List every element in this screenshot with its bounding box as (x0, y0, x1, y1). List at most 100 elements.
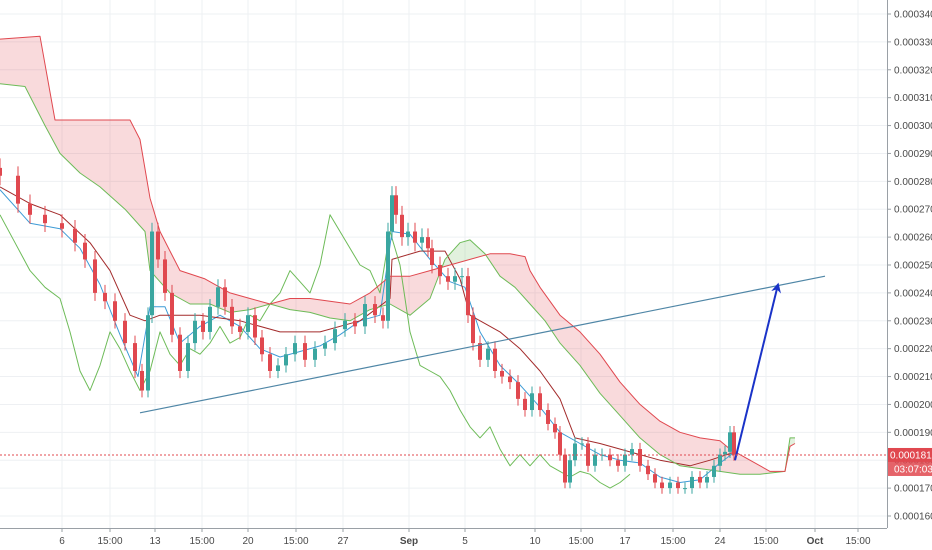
candle-body (698, 476, 702, 483)
cloud-segment (643, 407, 644, 442)
cloud-segment (401, 276, 402, 311)
cloud-segment (328, 301, 329, 318)
cloud-segment (748, 459, 749, 475)
cloud-segment (336, 302, 337, 319)
chart-drawings[interactable] (139, 275, 826, 461)
cloud-segment (2, 38, 3, 85)
time-axis[interactable]: 6 15:00 13 15:00 20 15:00 27 Sep 5 10 15:00 17 15:00… (0, 528, 887, 547)
cloud-segment (278, 301, 279, 307)
cloud-segment (191, 274, 192, 304)
cloud-segment (637, 401, 638, 436)
cloud-segment (690, 435, 691, 468)
cloud-segment (490, 253, 491, 263)
cloud-segment (111, 120, 112, 198)
cloud-segment (285, 299, 286, 309)
cloud-segment (529, 267, 530, 304)
cloud-segment (422, 272, 423, 306)
cloud-segment (11, 38, 12, 86)
cloud-segment (246, 297, 247, 311)
cloud-segment (210, 281, 211, 305)
time-tick-label: 15:00 (845, 536, 870, 547)
cloud-segment (710, 439, 711, 471)
indicator-line-span-a (0, 83, 795, 475)
cloud-segment (351, 302, 352, 321)
cloud-segment (491, 253, 492, 265)
cloud-segment (671, 427, 672, 462)
candle-body (381, 315, 385, 321)
cloud-segment (583, 335, 584, 371)
cloud-segment (297, 298, 298, 311)
cloud-segment (592, 345, 593, 384)
cloud-segment (173, 256, 174, 296)
cloud-segment (594, 347, 595, 387)
cloud-segment (396, 276, 397, 308)
cloud-segment (595, 348, 596, 388)
cloud-segment (497, 253, 498, 274)
cloud-segment (160, 231, 161, 283)
cloud-segment (603, 358, 604, 398)
candle-body (460, 276, 464, 278)
cloud-segment (746, 458, 747, 475)
cloud-segment (88, 120, 89, 180)
price-tick-label: 0.00028000 (894, 177, 932, 188)
cloud-segment (263, 302, 264, 306)
cloud-segment (154, 211, 155, 277)
cloud-segment (254, 299, 255, 309)
candle-body (638, 449, 642, 466)
cloud-segment (369, 292, 370, 311)
cloud-segment (38, 36, 39, 114)
cloud-segment (526, 259, 527, 301)
candle-body (676, 482, 680, 489)
cloud-segment (571, 324, 572, 357)
cloud-segment (0, 39, 1, 84)
candle-body (353, 320, 357, 327)
cloud-segment (760, 465, 761, 475)
cloud-segment (276, 302, 277, 306)
cloud-segment (646, 409, 647, 444)
cloud-segment (206, 279, 207, 304)
price-tick-label: 0.00029000 (894, 149, 932, 160)
cloud-segment (198, 276, 199, 304)
cloud-segment (648, 411, 649, 446)
cloud-segment (536, 280, 537, 312)
cloud-segment (618, 379, 619, 415)
cloud-segment (17, 37, 18, 86)
cloud-segment (667, 425, 668, 460)
cloud-segment (376, 287, 377, 308)
cloud-segment (415, 274, 416, 311)
cloud-segment (162, 235, 163, 286)
cloud-segment (105, 120, 106, 193)
cloud-segment (74, 120, 75, 169)
cloud-segment (307, 298, 308, 313)
cloud-segment (627, 389, 628, 425)
cloud-segment (283, 300, 284, 308)
cloud-segment (177, 264, 178, 298)
cloud-segment (359, 298, 360, 316)
candle-body (446, 276, 450, 282)
cloud-segment (499, 253, 500, 277)
cloud-segment (358, 299, 359, 317)
cloud-segment (34, 36, 35, 107)
candle-body (653, 474, 657, 483)
cloud-segment (614, 373, 615, 410)
candle-body (390, 195, 394, 232)
candle-body (170, 292, 174, 335)
cloud-segment (87, 120, 88, 179)
cloud-segment (229, 292, 230, 313)
candle-body (208, 306, 212, 332)
cloud-segment (101, 120, 102, 189)
cloud-segment (27, 37, 28, 93)
price-tick-label: 0.00023000 (894, 316, 932, 327)
cloud-segment (410, 275, 411, 316)
cloud-segment (342, 302, 343, 320)
cloud-segment (601, 355, 602, 396)
cloud-segment (502, 253, 503, 279)
cloud-segment (320, 299, 321, 316)
cloud-segment (570, 323, 571, 356)
cloud-segment (220, 287, 221, 309)
cloud-segment (302, 298, 303, 312)
cloud-segment (555, 308, 556, 338)
cloud-segment (413, 275, 414, 313)
price-tick-label: 0.00017000 (894, 484, 932, 495)
